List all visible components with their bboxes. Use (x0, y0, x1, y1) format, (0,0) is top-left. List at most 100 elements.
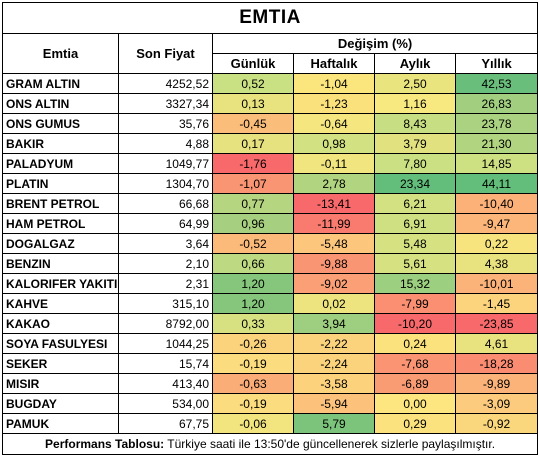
change-monthly: 15,32 (374, 273, 456, 294)
change-daily: 0,33 (212, 313, 294, 334)
commodity-name: ONS GUMUS (2, 113, 119, 134)
commodity-price: 413,40 (118, 373, 213, 394)
change-daily: -1,07 (212, 173, 294, 194)
change-yearly: 26,83 (454, 93, 539, 114)
commodity-name: SEKER (2, 353, 119, 374)
change-yearly: 23,78 (454, 113, 539, 134)
commodity-name: SOYA FASULYESI (2, 333, 119, 354)
change-yearly: -3,09 (454, 393, 539, 414)
change-yearly: -10,01 (454, 273, 539, 294)
change-daily: 0,17 (212, 133, 294, 154)
change-daily: 0,66 (212, 253, 294, 274)
change-weekly: -2,22 (293, 333, 375, 354)
table-row: MISIR 413,40 -0,63 -3,58 -6,89 -9,89 (2, 373, 539, 394)
change-monthly: 0,00 (374, 393, 456, 414)
header-price: Son Fiyat (118, 33, 213, 74)
header-monthly: Aylık (374, 53, 456, 74)
change-weekly: -13,41 (293, 193, 375, 214)
change-weekly: -2,24 (293, 353, 375, 374)
change-weekly: 0,02 (293, 293, 375, 314)
commodity-price: 2,31 (118, 273, 213, 294)
commodity-name: KAHVE (2, 293, 119, 314)
change-daily: 1,20 (212, 273, 294, 294)
table-row: BAKIR 4,88 0,17 0,98 3,79 21,30 (2, 133, 539, 154)
commodity-price: 3327,34 (118, 93, 213, 114)
change-monthly: -7,99 (374, 293, 456, 314)
commodity-price: 64,99 (118, 213, 213, 234)
table-row: PLATIN 1304,70 -1,07 2,78 23,34 44,11 (2, 173, 539, 194)
commodity-price: 4252,52 (118, 73, 213, 94)
commodity-price: 1044,25 (118, 333, 213, 354)
change-yearly: 4,61 (454, 333, 539, 354)
change-weekly: -1,04 (293, 73, 375, 94)
commodity-price: 2,10 (118, 253, 213, 274)
change-yearly: 0,22 (454, 233, 539, 254)
table-title: EMTIA (1, 2, 539, 34)
commodity-price: 1304,70 (118, 173, 213, 194)
change-monthly: 8,43 (374, 113, 456, 134)
change-daily: 0,52 (212, 73, 294, 94)
footer-label: Performans Tablosu: (45, 437, 165, 451)
table-row: SOYA FASULYESI 1044,25 -0,26 -2,22 0,24 4,61 (2, 333, 539, 354)
change-weekly: -9,02 (293, 273, 375, 294)
change-weekly: -11,99 (293, 213, 375, 234)
change-monthly: -6,89 (374, 373, 456, 394)
change-weekly: -9,88 (293, 253, 375, 274)
change-yearly: -1,45 (454, 293, 539, 314)
commodity-name: GRAM ALTIN (2, 73, 119, 94)
change-weekly: -1,23 (293, 93, 375, 114)
change-yearly: -0,92 (454, 413, 539, 434)
change-yearly: 4,38 (454, 253, 539, 274)
table-row: KAKAO 8792,00 0,33 3,94 -10,20 -23,85 (2, 313, 539, 334)
commodity-name: KALORIFER YAKITI (2, 273, 119, 294)
table-row: BENZIN 2,10 0,66 -9,88 5,61 4,38 (2, 253, 539, 274)
change-yearly: 14,85 (454, 153, 539, 174)
change-monthly: -7,68 (374, 353, 456, 374)
commodity-price: 315,10 (118, 293, 213, 314)
table-row: BUGDAY 534,00 -0,19 -5,94 0,00 -3,09 (2, 393, 539, 414)
change-monthly: 5,48 (374, 233, 456, 254)
commodity-price: 66,68 (118, 193, 213, 214)
commodity-price: 35,76 (118, 113, 213, 134)
change-daily: 1,20 (212, 293, 294, 314)
change-daily: -1,76 (212, 153, 294, 174)
change-daily: -0,19 (212, 353, 294, 374)
table-row: DOGALGAZ 3,64 -0,52 -5,48 5,48 0,22 (2, 233, 539, 254)
commodity-name: ONS ALTIN (2, 93, 119, 114)
change-daily: -0,52 (212, 233, 294, 254)
table-row: ONS ALTIN 3327,34 0,13 -1,23 1,16 26,83 (2, 93, 539, 114)
change-yearly: -9,47 (454, 213, 539, 234)
commodity-name: BUGDAY (2, 393, 119, 414)
commodity-price: 67,75 (118, 413, 213, 434)
commodity-name: DOGALGAZ (2, 233, 119, 254)
header-weekly: Haftalık (293, 53, 375, 74)
commodity-price: 15,74 (118, 353, 213, 374)
change-monthly: -10,20 (374, 313, 456, 334)
change-yearly: 44,11 (454, 173, 539, 194)
footer-note: Performans Tablosu: Türkiye saati ile 13… (1, 433, 539, 455)
commodity-price: 534,00 (118, 393, 213, 414)
change-yearly: -18,28 (454, 353, 539, 374)
header-change: Değişim (%) (211, 33, 539, 54)
change-monthly: 1,16 (374, 93, 456, 114)
change-monthly: 0,29 (374, 413, 456, 434)
change-weekly: -0,64 (293, 113, 375, 134)
change-monthly: 0,24 (374, 333, 456, 354)
change-weekly: 5,79 (293, 413, 375, 434)
change-yearly: -23,85 (454, 313, 539, 334)
change-weekly: -5,48 (293, 233, 375, 254)
commodity-name: KAKAO (2, 313, 119, 334)
change-weekly: 0,98 (293, 133, 375, 154)
change-daily: -0,19 (212, 393, 294, 414)
commodity-name: BENZIN (2, 253, 119, 274)
change-daily: -0,45 (212, 113, 294, 134)
table-row: KALORIFER YAKITI 2,31 1,20 -9,02 15,32 -10,01 (2, 273, 539, 294)
commodity-name: MISIR (2, 373, 119, 394)
change-daily: -0,63 (212, 373, 294, 394)
commodity-price: 3,64 (118, 233, 213, 254)
commodity-name: HAM PETROL (2, 213, 119, 234)
commodity-name: BRENT PETROL (2, 193, 119, 214)
change-yearly: 21,30 (454, 133, 539, 154)
table-row: GRAM ALTIN 4252,52 0,52 -1,04 2,50 42,53 (2, 73, 539, 94)
